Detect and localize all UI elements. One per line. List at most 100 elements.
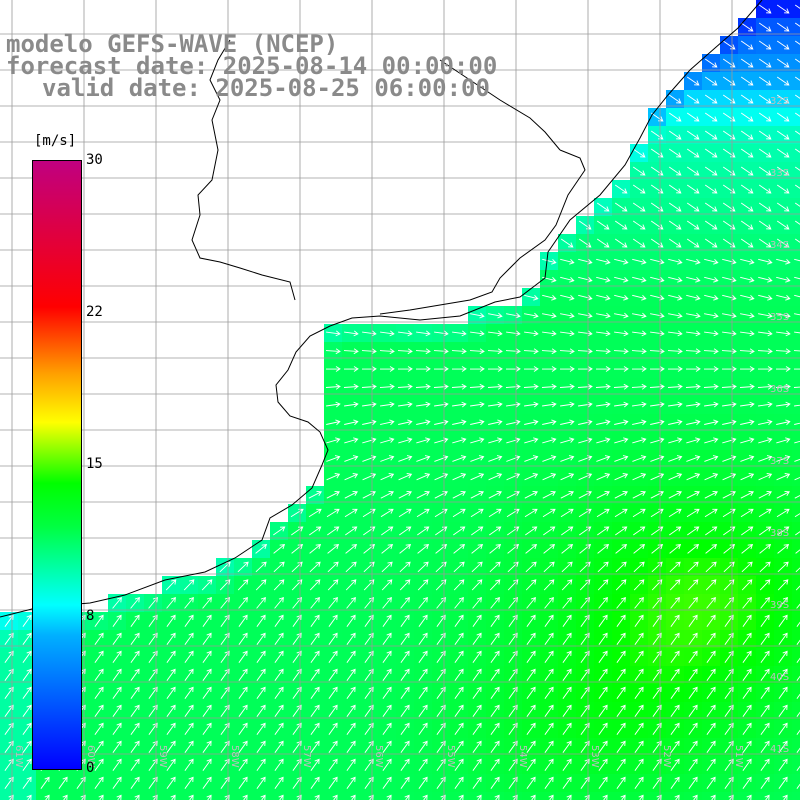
speed-cell xyxy=(792,684,800,702)
speed-cell xyxy=(270,792,288,800)
wind-arrow xyxy=(544,776,554,789)
wind-arrow xyxy=(794,276,800,280)
wind-arrow xyxy=(740,490,754,499)
wind-arrow xyxy=(188,794,194,800)
wind-arrow xyxy=(94,758,104,771)
wind-arrow xyxy=(740,40,754,50)
wind-arrow xyxy=(561,544,574,554)
wind-arrow xyxy=(454,776,464,789)
wind-arrow xyxy=(758,112,772,122)
speed-cell xyxy=(486,792,504,800)
speed-cell xyxy=(396,792,414,800)
wind-arrow xyxy=(706,776,716,789)
wind-arrow xyxy=(559,383,575,390)
wind-arrow xyxy=(793,368,800,370)
wind-arrow xyxy=(184,722,194,735)
wind-arrow xyxy=(489,561,501,573)
wind-arrow xyxy=(130,632,140,645)
wind-arrow xyxy=(596,419,611,426)
wind-arrow xyxy=(488,312,503,319)
wind-arrow xyxy=(487,366,503,372)
wind-arrow xyxy=(561,561,573,573)
wind-arrow xyxy=(632,455,647,462)
wind-arrow xyxy=(710,794,716,800)
wind-arrow xyxy=(686,94,700,104)
speed-cell xyxy=(342,792,360,800)
wind-arrow xyxy=(794,440,800,444)
wind-arrow xyxy=(130,614,140,627)
wind-arrow xyxy=(560,437,575,444)
wind-arrow xyxy=(489,544,502,554)
wind-arrow xyxy=(382,668,392,681)
wind-arrow xyxy=(562,614,572,627)
wind-arrow xyxy=(651,526,664,536)
wind-arrow xyxy=(669,579,681,591)
wind-arrow xyxy=(562,704,572,717)
wind-arrow xyxy=(326,419,341,426)
wind-arrow xyxy=(22,632,32,645)
wind-arrow xyxy=(613,383,629,390)
wind-arrow xyxy=(344,401,359,408)
wind-arrow xyxy=(242,794,248,800)
wind-arrow xyxy=(776,220,790,230)
wind-arrow xyxy=(596,312,611,319)
wind-arrow xyxy=(523,366,539,372)
wind-arrow xyxy=(776,76,790,86)
wind-arrow xyxy=(615,544,628,554)
wind-arrow xyxy=(740,130,754,140)
speed-cell xyxy=(468,792,486,800)
speed-cell xyxy=(792,612,800,630)
wind-arrow xyxy=(381,544,394,554)
wind-arrow xyxy=(704,490,718,499)
wind-arrow xyxy=(130,596,140,609)
wind-arrow xyxy=(759,526,772,536)
wind-arrow xyxy=(400,614,410,627)
wind-arrow xyxy=(560,312,575,319)
wind-arrow xyxy=(346,758,356,771)
wind-arrow xyxy=(578,276,593,283)
wind-arrow xyxy=(361,383,377,390)
wind-arrow xyxy=(22,722,32,735)
wind-arrow xyxy=(206,794,212,800)
wind-arrow xyxy=(794,458,800,462)
wind-arrow xyxy=(400,686,410,699)
wind-arrow xyxy=(776,401,791,408)
wind-arrow xyxy=(399,544,412,554)
wind-arrow xyxy=(722,276,737,283)
wind-arrow xyxy=(670,740,680,753)
wind-arrow xyxy=(202,632,212,645)
wind-arrow xyxy=(380,330,395,337)
wind-arrow xyxy=(722,312,737,319)
wind-arrow xyxy=(453,579,465,591)
wind-arrow xyxy=(560,238,574,248)
wind-arrow xyxy=(452,437,467,444)
speed-cell xyxy=(108,792,126,800)
wind-arrow xyxy=(380,401,395,408)
wind-arrow xyxy=(794,238,800,243)
wind-arrow xyxy=(560,294,575,301)
wind-arrow xyxy=(616,614,626,627)
wind-arrow xyxy=(778,776,788,789)
wind-arrow xyxy=(562,596,572,609)
wind-arrow xyxy=(544,722,554,735)
wind-arrow xyxy=(524,473,539,481)
wind-arrow xyxy=(505,348,521,355)
wind-arrow xyxy=(434,401,449,408)
speed-cell xyxy=(72,792,90,800)
wind-arrow xyxy=(398,490,412,499)
wind-arrow xyxy=(524,294,539,301)
wind-arrow xyxy=(776,40,790,50)
wind-arrow xyxy=(706,686,716,699)
wind-arrow xyxy=(256,776,266,789)
wind-arrow xyxy=(415,366,431,372)
wind-arrow xyxy=(325,348,341,355)
wind-arrow xyxy=(470,508,484,518)
lon-label: 59W xyxy=(157,745,168,768)
wind-arrow xyxy=(94,650,104,663)
wind-arrow xyxy=(346,704,356,717)
wind-arrow xyxy=(134,794,140,800)
wind-arrow xyxy=(650,419,665,426)
speed-cell xyxy=(234,792,252,800)
wind-arrow xyxy=(328,614,338,627)
